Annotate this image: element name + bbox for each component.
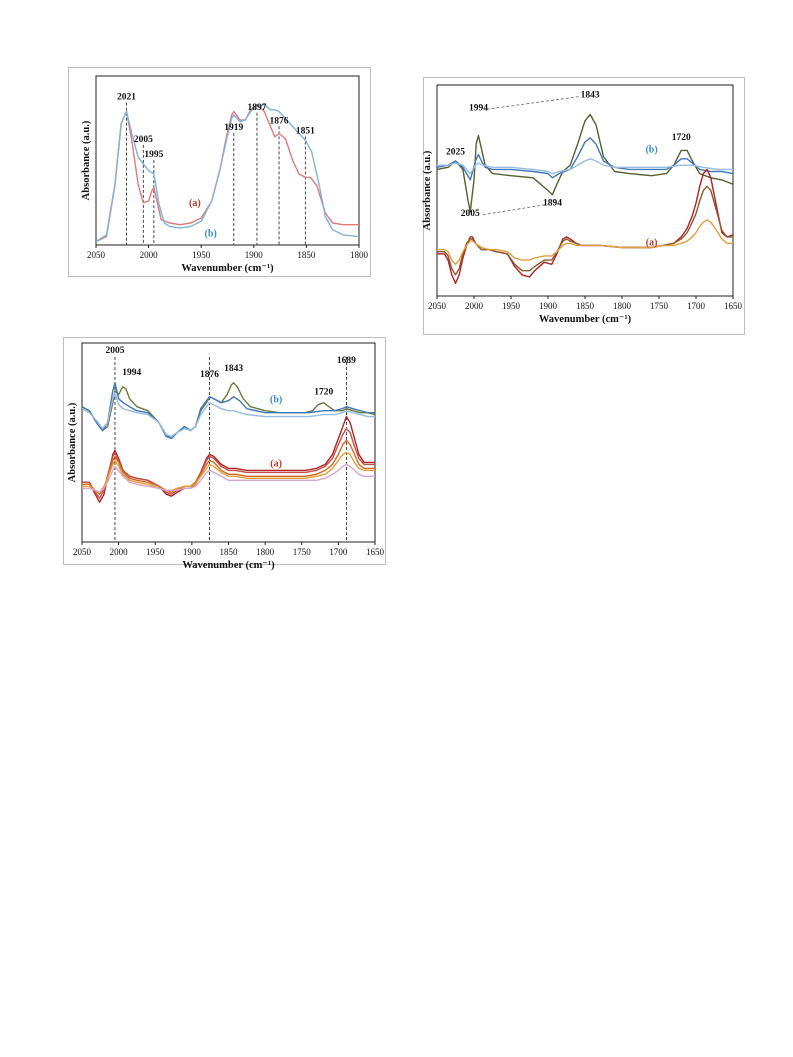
peak-label: 1919 [224,123,243,133]
series-tag: (a) [189,198,201,209]
ftir-chart-panel-2: 2050 2000 1950 1900 1850 1800 1750 1700 1650 Wave… [422,77,745,335]
x-tick-label: 1900 [539,301,558,311]
peak-label: 1995 [144,150,163,160]
peak-label: 1876 [270,116,289,126]
spectrum-line [96,104,359,243]
x-tick-label: 1950 [192,250,211,260]
x-tick-label: 1850 [297,250,316,260]
x-tick-label: 1750 [293,547,312,557]
plot-area-frame [436,84,734,297]
chart-svg: 2050 2000 1950 1900 1850 1800 1750 1700 1650 Wave… [422,84,743,325]
ftir-chart-panel-3: 2050 2000 1950 1900 1850 1800 1750 1700 1650 Wave… [63,337,386,571]
leader-line [486,96,580,110]
spectrum-line [437,219,733,265]
series-tag: (b) [205,229,217,240]
spectrum-line [82,415,375,503]
spectrum-line [82,439,375,495]
x-tick-label: 2050 [428,301,447,311]
x-tick-label: 2050 [73,547,92,557]
peak-label: 1720 [672,133,691,143]
spectrum-line [82,392,375,438]
x-tick-label: 1650 [366,547,385,557]
x-tick-label: 2050 [87,250,106,260]
x-tick-label: 1800 [256,547,275,557]
x-tick-label: 1850 [220,547,239,557]
x-axis-title: Wavenumber (cm⁻¹) [181,263,274,274]
spectrum-line [437,158,733,175]
x-tick-label: 2000 [110,547,129,557]
spectrum-line [82,427,375,499]
ftir-chart-panel-1: 2050 2000 1950 1900 1850 1800 Wavenumber (cm⁻¹… [68,67,371,277]
x-tick-label: 1900 [245,250,263,260]
series-tag: (a) [646,237,658,248]
peak-label: 1894 [543,198,562,208]
spectrum-line [82,382,375,440]
y-axis-title: Absorbance (a.u.) [67,402,78,482]
peak-label: 1876 [200,370,219,380]
x-tick-label: 1650 [724,301,743,311]
leader-line [482,203,549,216]
y-axis-title: Absorbance (a.u.) [422,150,433,230]
x-tick-label: 1700 [329,547,348,557]
x-tick-label: 1750 [650,301,669,311]
series-tag: (a) [270,458,282,469]
peak-label: 2005 [105,346,124,356]
peak-label: 2025 [446,148,465,158]
peak-label: 1851 [296,126,315,136]
chart-svg: 2050 2000 1950 1900 1850 1800 1750 1700 1650 Wave… [67,342,385,571]
plot-area-frame [95,75,360,246]
x-tick-label: 2000 [140,250,159,260]
peak-label: 1689 [337,356,356,366]
peak-label: 1843 [224,364,243,374]
peak-label: 1720 [314,388,333,398]
x-axis-title: Wavenumber (cm⁻¹) [182,560,275,571]
peak-label: 2005 [134,135,153,145]
spectrum-line [437,168,733,284]
y-axis-title: Absorbance (a.u.) [81,120,92,200]
spectrum-line [437,113,733,213]
x-tick-label: 1800 [613,301,632,311]
x-axis-title: Wavenumber (cm⁻¹) [539,314,632,325]
x-tick-label: 1800 [350,250,369,260]
x-tick-label: 1950 [146,547,165,557]
x-tick-label: 1850 [576,301,595,311]
spectrum-line [82,451,375,493]
spectrum-line [437,185,733,276]
peak-label: 2021 [117,93,136,103]
chart-svg: 2050 2000 1950 1900 1850 1800 Wavenumber (cm⁻¹… [81,75,369,274]
peak-label: 1843 [581,91,600,101]
x-tick-label: 1900 [183,547,202,557]
x-tick-label: 1700 [687,301,706,311]
peak-label: 2005 [461,209,480,219]
peak-label: 1897 [247,103,266,113]
series-tag: (b) [270,395,282,406]
series-tag: (b) [645,145,657,156]
x-tick-label: 1950 [502,301,521,311]
spectrum-line [82,463,375,493]
peak-label: 1994 [122,368,141,378]
peak-label: 1994 [469,103,488,113]
x-tick-label: 2000 [465,301,484,311]
spectrum-line [96,104,359,243]
spectrum-line [437,137,733,181]
